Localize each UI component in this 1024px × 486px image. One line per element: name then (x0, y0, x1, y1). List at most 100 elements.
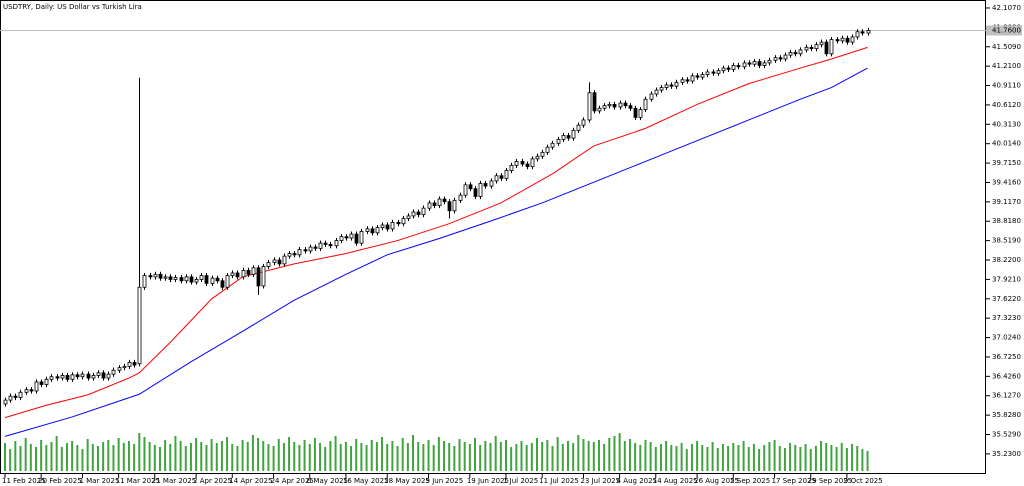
candle-body (344, 236, 349, 239)
candle-body (669, 84, 674, 87)
candle-body (189, 276, 194, 283)
moving-average (4, 46, 868, 419)
volume-bar (127, 441, 130, 471)
x-tick-label: 14 Aug 2025 (653, 477, 698, 485)
y-tick-label: 40.0140 (992, 140, 1021, 148)
candle-body (86, 373, 91, 379)
candle-body (406, 215, 411, 219)
candle-body (318, 242, 323, 249)
candle-body (173, 277, 178, 280)
volume-bar (412, 435, 415, 471)
candle-body (235, 272, 240, 278)
volume-bar (799, 447, 802, 471)
candle-body (695, 75, 700, 78)
candle-body (122, 365, 127, 369)
y-tick-label: 37.3230 (992, 314, 1021, 322)
candle-body (819, 41, 824, 46)
volume-bar (71, 441, 74, 471)
candle-body (163, 276, 168, 279)
candle-body (365, 228, 370, 232)
candle-body (829, 39, 834, 55)
candle-body (705, 71, 710, 75)
candle-body (199, 275, 204, 280)
candle-body (649, 93, 654, 100)
candle-body (504, 170, 509, 179)
volume-bar (107, 440, 110, 471)
volume-bar (319, 443, 322, 471)
y-tick-label: 35.2300 (992, 450, 1021, 458)
volume-bar (675, 446, 678, 471)
candle-body (204, 275, 209, 284)
volume-bar (479, 445, 482, 471)
plot-frame (0, 0, 986, 474)
candle-body (75, 374, 80, 378)
candle-body (550, 142, 555, 148)
x-tick-label: 17 Sep 2025 (772, 477, 816, 485)
candle-body (158, 273, 163, 279)
candle-body (860, 31, 865, 34)
volume-bar (381, 437, 384, 471)
y-tick-label: 38.2200 (992, 256, 1021, 264)
volume-bar (308, 444, 311, 471)
volume-bar (737, 445, 740, 471)
candle-body (168, 276, 173, 280)
candle-body (313, 246, 318, 249)
candle-body (571, 129, 576, 139)
x-tick-label: 24 Apr 2025 (271, 477, 314, 485)
candle-body (266, 262, 271, 267)
volume-bar (463, 442, 466, 471)
volume-bar (313, 438, 316, 471)
candle-body (628, 105, 633, 109)
volume-bar (628, 439, 631, 471)
volume-bar (45, 445, 48, 471)
volume-bar (96, 446, 99, 471)
volume-bar (396, 446, 399, 471)
y-tick-label: 40.3130 (992, 120, 1021, 128)
volume-bar (386, 444, 389, 471)
candle-body (788, 52, 793, 56)
candle-body (220, 280, 225, 288)
y-tick-label: 39.7150 (992, 159, 1021, 167)
volume-bar (432, 445, 435, 471)
candle-body (463, 184, 468, 196)
candle-body (809, 46, 814, 50)
candle-body (520, 161, 525, 165)
candle-body (612, 103, 617, 108)
x-tick-label: 9 Oct 2025 (844, 477, 883, 485)
volume-bar (659, 444, 662, 471)
volume-bar (474, 438, 477, 471)
volume-bar (525, 445, 528, 471)
volume-bar (257, 438, 260, 471)
candle-body (117, 367, 122, 371)
candle-body (483, 183, 488, 187)
candle-body (65, 375, 70, 380)
candle-body (468, 184, 473, 190)
candle-body (349, 233, 354, 239)
volume-bar (34, 447, 37, 471)
volume-bar (711, 442, 714, 471)
volume-bar (587, 441, 590, 471)
candle-body (442, 198, 447, 203)
volume-bar (747, 447, 750, 471)
volume-bar (866, 451, 869, 471)
y-tick-label: 36.4260 (992, 372, 1021, 380)
volume-bar (830, 445, 833, 471)
volume-bar (468, 444, 471, 471)
y-tick-label: 37.6220 (992, 295, 1021, 303)
volume-bar (375, 442, 378, 471)
candle-body (8, 395, 13, 401)
volume-bar (344, 442, 347, 471)
candle-body (60, 375, 65, 379)
volume-bar (329, 441, 332, 471)
candle-body (13, 395, 18, 398)
volume-bar (158, 447, 161, 471)
candle-body (328, 244, 333, 247)
candle-body (690, 75, 695, 82)
candle-body (132, 362, 137, 366)
candle-body (308, 246, 313, 252)
candle-body (277, 259, 282, 265)
volume-bar (401, 438, 404, 471)
volume-bar (29, 444, 32, 471)
candle-body (814, 44, 819, 50)
